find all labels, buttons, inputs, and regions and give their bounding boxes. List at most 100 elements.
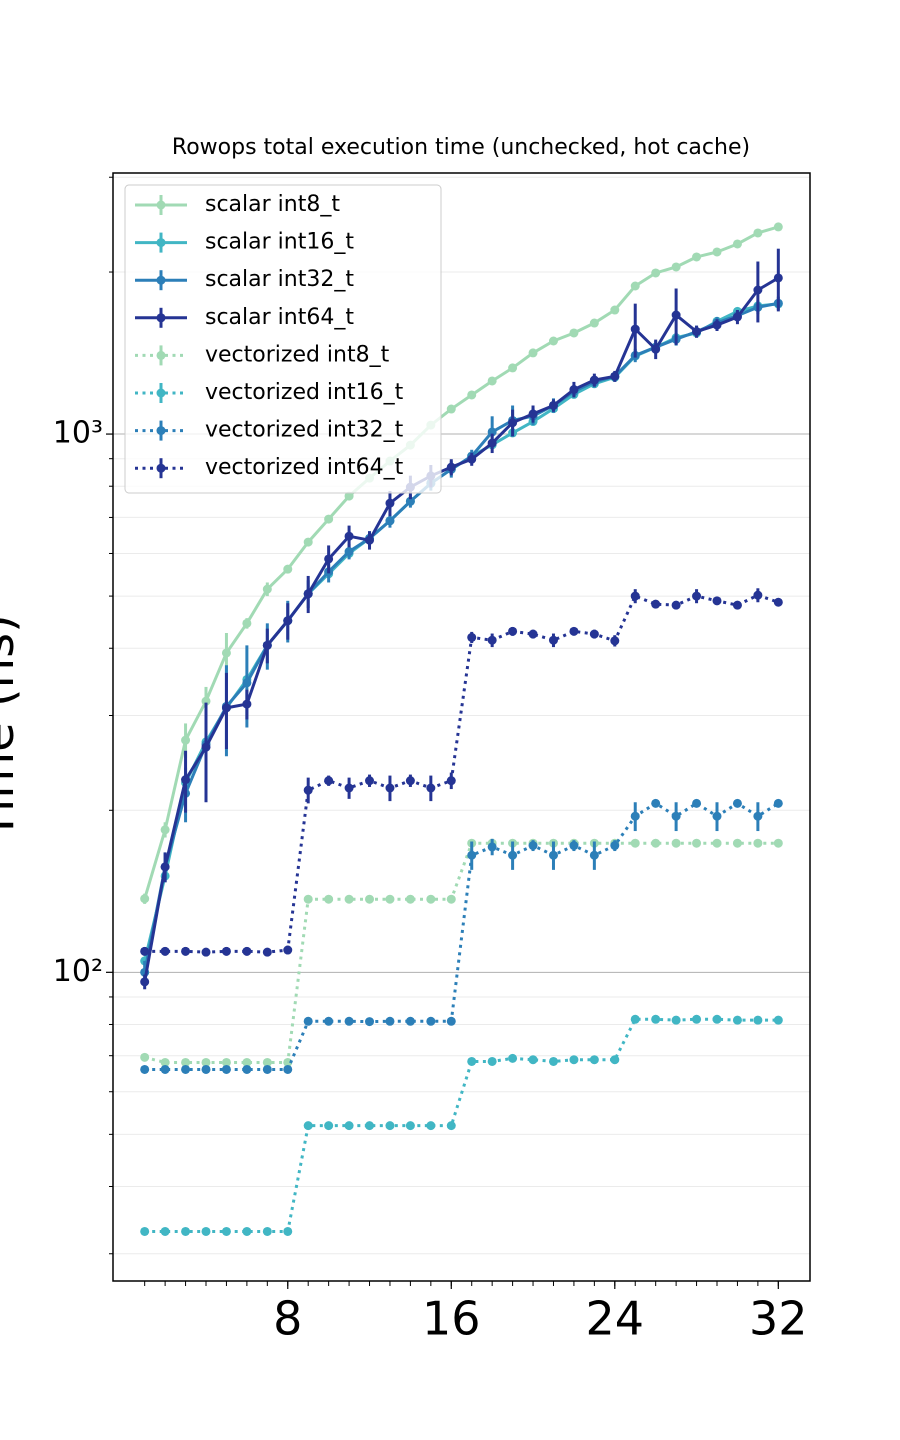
- marker: [262, 1226, 272, 1236]
- marker: [344, 547, 354, 557]
- marker: [221, 703, 231, 713]
- marker: [671, 600, 681, 610]
- marker: [467, 454, 477, 464]
- marker: [589, 850, 599, 860]
- marker: [385, 1121, 395, 1131]
- marker: [426, 1016, 436, 1026]
- marker: [692, 591, 702, 601]
- marker: [283, 945, 293, 955]
- marker: [467, 850, 477, 860]
- marker: [732, 798, 742, 808]
- legend-swatch-marker: [156, 200, 166, 210]
- marker: [692, 1014, 702, 1024]
- marker: [181, 1226, 191, 1236]
- marker: [651, 838, 661, 848]
- marker: [732, 600, 742, 610]
- legend-swatch-marker: [156, 350, 166, 360]
- marker: [732, 312, 742, 322]
- marker: [630, 1014, 640, 1024]
- marker: [242, 1057, 252, 1067]
- marker: [508, 626, 518, 636]
- series: [140, 588, 783, 957]
- marker: [773, 222, 783, 232]
- marker: [692, 798, 702, 808]
- marker: [589, 1055, 599, 1065]
- marker: [753, 228, 763, 238]
- marker: [160, 1226, 170, 1236]
- marker: [181, 1057, 191, 1067]
- marker: [262, 640, 272, 650]
- marker: [508, 418, 518, 428]
- marker: [426, 894, 436, 904]
- series: [140, 222, 783, 904]
- marker: [405, 496, 415, 506]
- marker: [487, 635, 497, 645]
- marker: [671, 838, 681, 848]
- marker: [303, 1016, 313, 1026]
- marker: [242, 618, 252, 628]
- legend-swatch-marker: [156, 238, 166, 248]
- marker: [692, 252, 702, 262]
- marker: [610, 841, 620, 851]
- x-tick-label: 32: [749, 1292, 808, 1346]
- marker: [242, 1064, 252, 1074]
- marker: [160, 862, 170, 872]
- marker: [221, 1057, 231, 1067]
- marker: [385, 894, 395, 904]
- marker: [692, 327, 702, 337]
- marker: [712, 596, 722, 606]
- marker: [426, 783, 436, 793]
- marker: [140, 946, 150, 956]
- marker: [753, 285, 763, 295]
- marker: [548, 336, 558, 346]
- chart-title: Rowops total execution time (unchecked, …: [172, 135, 750, 160]
- marker: [753, 811, 763, 821]
- marker: [365, 1121, 375, 1131]
- legend-label: scalar int32_t: [205, 267, 354, 292]
- marker: [753, 838, 763, 848]
- marker: [732, 1015, 742, 1025]
- marker: [651, 599, 661, 609]
- marker: [446, 404, 456, 414]
- marker: [569, 385, 579, 395]
- y-tick-label: 10³: [53, 416, 103, 451]
- legend-label: vectorized int32_t: [205, 418, 404, 443]
- marker: [140, 977, 150, 987]
- marker: [262, 1057, 272, 1067]
- marker: [773, 798, 783, 808]
- marker: [732, 239, 742, 249]
- marker: [344, 894, 354, 904]
- marker: [712, 1014, 722, 1024]
- marker: [303, 785, 313, 795]
- marker: [671, 262, 681, 272]
- legend-label: scalar int64_t: [205, 305, 354, 330]
- marker: [385, 516, 395, 526]
- legend-label: vectorized int64_t: [205, 455, 404, 480]
- marker: [651, 344, 661, 354]
- legend-swatch-marker: [156, 388, 166, 398]
- marker: [201, 1226, 211, 1236]
- marker: [262, 1064, 272, 1074]
- marker: [262, 584, 272, 594]
- y-tick-label: 10²: [53, 954, 103, 989]
- marker: [201, 947, 211, 957]
- marker: [242, 699, 252, 709]
- marker: [773, 1015, 783, 1025]
- marker: [405, 1121, 415, 1131]
- marker: [303, 589, 313, 599]
- y-axis-label: Time (ns): [0, 614, 25, 841]
- marker: [446, 462, 456, 472]
- marker: [528, 409, 538, 419]
- marker: [324, 554, 334, 564]
- marker: [385, 783, 395, 793]
- marker: [487, 1056, 497, 1066]
- marker: [712, 247, 722, 257]
- plot-frame: [112, 172, 811, 1282]
- marker: [221, 1064, 231, 1074]
- marker: [487, 427, 497, 437]
- marker: [610, 305, 620, 315]
- marker: [405, 894, 415, 904]
- marker: [651, 1014, 661, 1024]
- legend-label: scalar int16_t: [205, 230, 354, 255]
